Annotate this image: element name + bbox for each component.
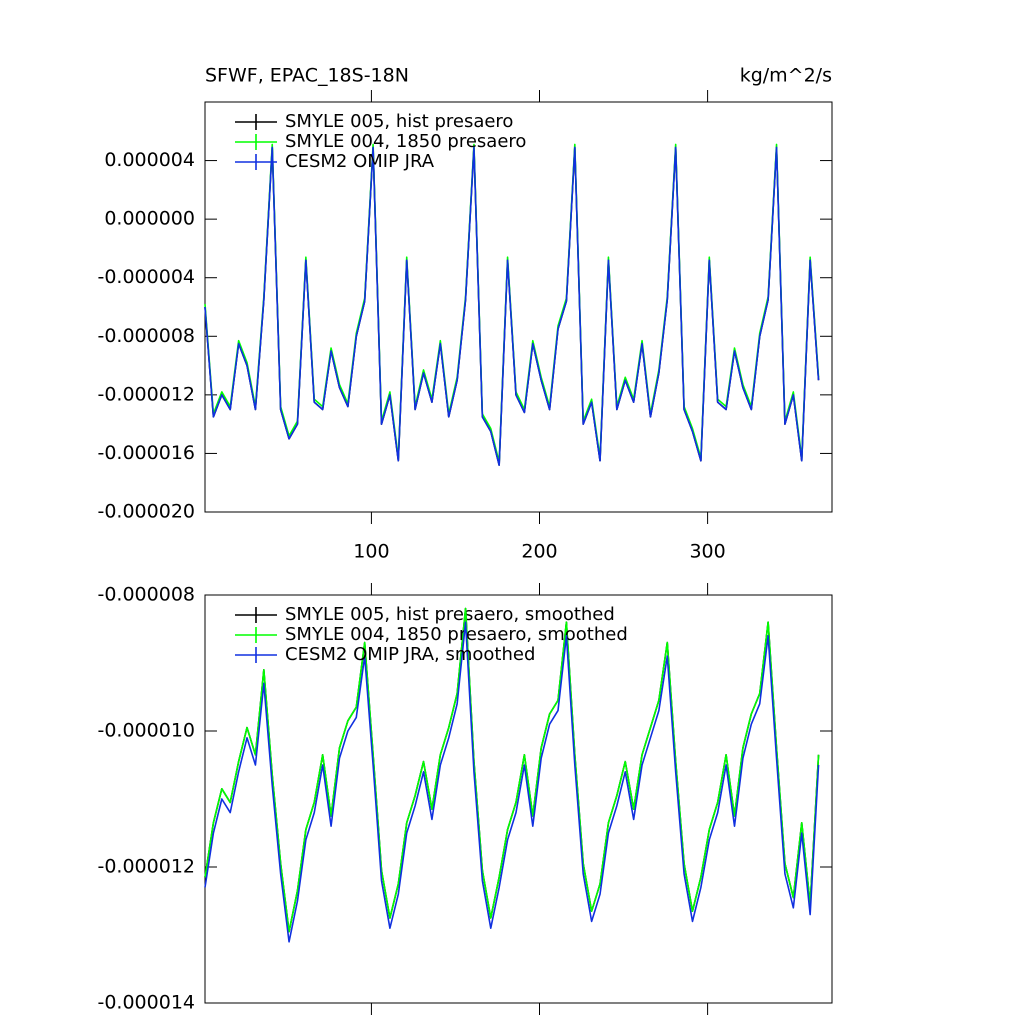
y-tick-label: -0.000004 xyxy=(97,266,195,288)
y-tick-label: -0.000012 xyxy=(97,383,195,405)
units-label: kg/m^2/s xyxy=(740,65,832,87)
y-tick-label: 0.000004 xyxy=(104,149,195,171)
y-tick-label: -0.000014 xyxy=(97,992,195,1014)
series-line xyxy=(204,621,820,943)
y-tick-label: 0.000000 xyxy=(104,208,195,230)
legend-label: SMYLE 005, hist presaero, smoothed xyxy=(285,604,615,625)
y-tick-label: -0.000016 xyxy=(97,442,195,464)
series-line xyxy=(204,607,820,933)
legend-label: CESM2 OMIP JRA, smoothed xyxy=(285,644,535,665)
legend-label: CESM2 OMIP JRA xyxy=(285,151,435,172)
series-line xyxy=(204,143,820,464)
plot-frame xyxy=(204,594,833,1004)
x-tick-label: 100 xyxy=(353,541,389,563)
x-tick-label: 300 xyxy=(689,541,725,563)
x-tick-label: 200 xyxy=(521,541,557,563)
y-tick-label: -0.000008 xyxy=(97,325,195,347)
chart-title: SFWF, EPAC_18S-18N xyxy=(205,65,409,87)
legend-label: SMYLE 004, 1850 presaero, smoothed xyxy=(285,624,628,645)
y-tick-label: -0.000012 xyxy=(97,856,195,878)
legend-label: SMYLE 005, hist presaero xyxy=(285,111,513,132)
series-line xyxy=(204,146,820,466)
y-tick-label: -0.000020 xyxy=(97,501,195,523)
y-tick-label: -0.000008 xyxy=(97,584,195,606)
legend-label: SMYLE 004, 1850 presaero xyxy=(285,131,526,152)
y-tick-label: -0.000010 xyxy=(97,720,195,742)
